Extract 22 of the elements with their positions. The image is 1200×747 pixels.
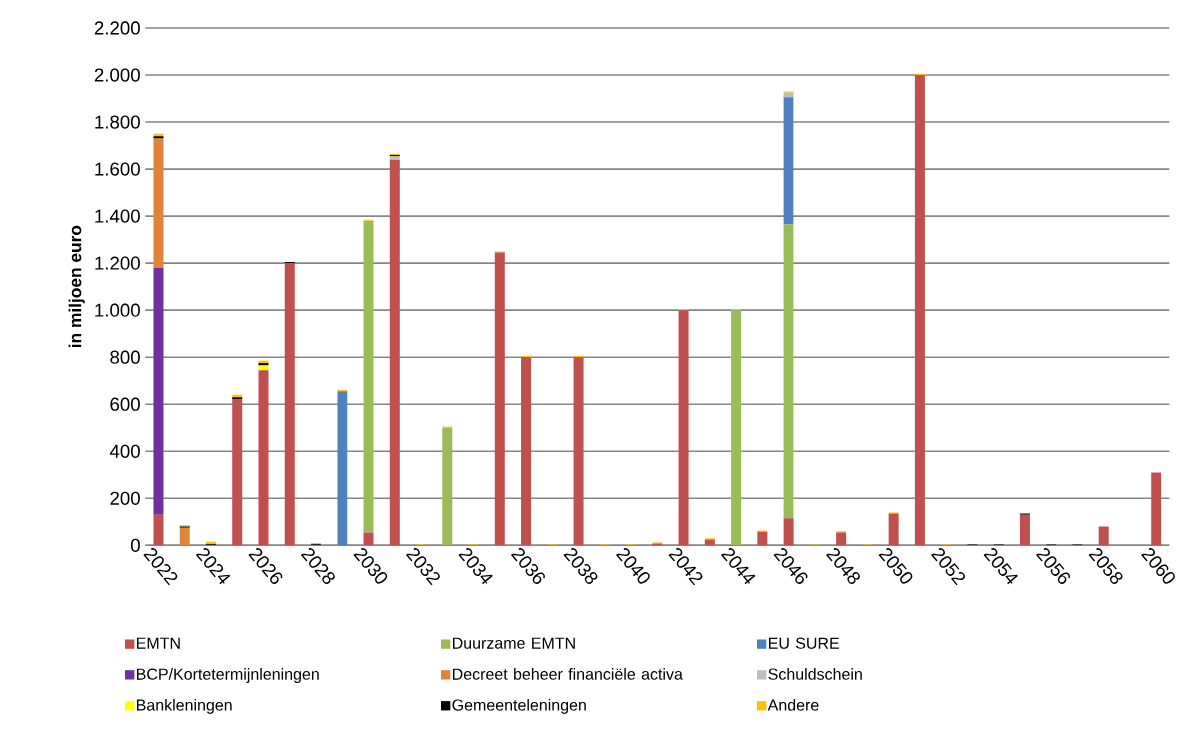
legend-label: Bankleningen [137,699,232,715]
y-tick-label: 2.200 [94,21,140,35]
y-tick-label: 1.800 [95,115,140,129]
legend-label: EU SURE [769,637,839,650]
y-tick-label: 800 [110,350,140,364]
y-tick-label: 400 [109,444,140,459]
y-tick-label: 0 [130,538,140,553]
legend-label: Decreet beheer financiële activa [453,668,683,680]
y-tick-label: 1.200 [95,256,140,270]
legend-label: BCP/Kortetermijnleningen [137,668,319,684]
y-tick-label: 1.400 [95,209,140,223]
y-tick-label: 1.000 [95,303,140,317]
y-axis-title: in miljoen euro [68,225,85,348]
y-tick-label: 2.000 [94,68,140,82]
legend-label: Andere [767,699,819,711]
legend-label: Duurzame EMTN [453,637,575,649]
legend-label: Gemeenteleningen [452,699,586,715]
y-tick-label: 600 [110,397,140,412]
y-tick-label: 200 [110,491,140,506]
legend-label: Schuldschein [768,668,862,680]
legend-label: EMTN [137,637,180,649]
y-tick-label: 1.600 [95,162,140,176]
